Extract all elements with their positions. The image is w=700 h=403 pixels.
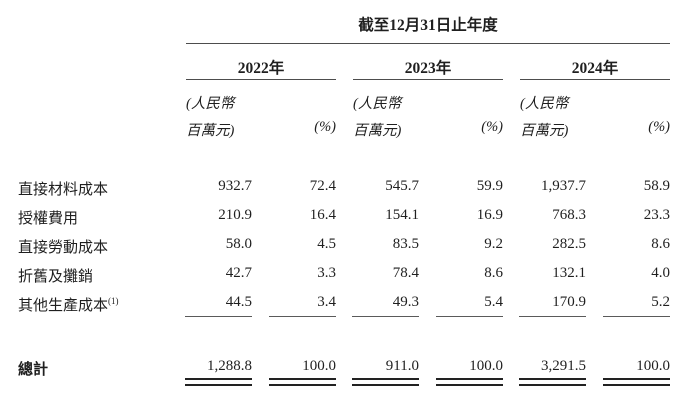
table-row: 折舊及攤銷 42.7 3.3 78.4 8.6 132.1 4.0 [0,265,700,285]
cell-2022-pct: 72.4 [309,178,336,194]
subtotal-rule [185,316,252,317]
year-rule-2024 [520,79,670,80]
cell-2022-amount: 44.5 [225,294,252,310]
row-label-text: 其他生產成本 [18,298,109,314]
total-2023-amount: 911.0 [385,358,419,374]
row-label: 授權費用 [18,211,79,227]
cell-2024-pct: 4.0 [651,265,670,281]
period-title: 截至12月31日止年度 [358,17,498,34]
row-label: 直接勞動成本 [18,240,109,256]
subtotal-rule [603,316,670,317]
table-row: 直接材料成本 932.7 72.4 545.7 59.9 1,937.7 58.… [0,178,700,198]
cell-2023-pct: 5.4 [484,294,503,310]
unit-header-line2: 百萬元) (%) [353,119,503,140]
cell-2024-pct: 5.2 [651,294,670,310]
unit-header-line2: 百萬元) (%) [520,119,670,140]
unit-header-line2: 百萬元) (%) [186,119,336,140]
unit-header-line1: (人民幣 [520,96,569,112]
cell-2022-pct: 3.4 [317,294,336,310]
year-rule-2022 [186,79,336,80]
cell-2023-amount: 154.1 [385,207,419,223]
cell-2022-pct: 3.3 [317,265,336,281]
total-row: 總計 1,288.8 100.0 911.0 100.0 3,291.5 100… [0,358,700,378]
unit-header-line1: (人民幣 [186,96,235,112]
grand-total-rule [519,378,586,386]
percent-label: (%) [314,119,336,135]
unit-label: 百萬元) [520,123,569,139]
percent-label: (%) [481,119,503,135]
cell-2024-amount: 170.9 [552,294,586,310]
total-2022-pct: 100.0 [302,358,336,374]
table-row: 授權費用 210.9 16.4 154.1 16.9 768.3 23.3 [0,207,700,227]
subtotal-rule [519,316,586,317]
cell-2024-amount: 1,937.7 [541,178,586,194]
subtotal-rule [436,316,503,317]
cell-2023-amount: 545.7 [385,178,419,194]
year-rule-2023 [353,79,503,80]
cell-2022-amount: 210.9 [218,207,252,223]
total-2024-amount: 3,291.5 [541,358,586,374]
cell-2024-amount: 768.3 [552,207,586,223]
cell-2022-amount: 58.0 [225,236,252,252]
cell-2023-pct: 8.6 [484,265,503,281]
total-2022-amount: 1,288.8 [207,358,252,374]
cell-2023-pct: 59.9 [476,178,503,194]
grand-total-rule [352,378,419,386]
cell-2022-amount: 42.7 [225,265,252,281]
grand-total-rule [436,378,503,386]
year-header-2023: 2023年 [404,60,452,77]
cell-2023-amount: 78.4 [392,265,419,281]
cell-2023-amount: 49.3 [392,294,419,310]
period-header-rule [186,43,670,44]
row-label: 直接材料成本 [18,182,109,198]
percent-label: (%) [648,119,670,135]
table-row: 直接勞動成本 58.0 4.5 83.5 9.2 282.5 8.6 [0,236,700,256]
table-row: 其他生產成本(1) 44.5 3.4 49.3 5.4 170.9 5.2 [0,294,700,314]
cell-2024-amount: 282.5 [552,236,586,252]
cell-2023-pct: 9.2 [484,236,503,252]
cell-2022-pct: 16.4 [309,207,336,223]
cell-2024-pct: 8.6 [651,236,670,252]
total-2024-pct: 100.0 [636,358,670,374]
cell-2023-amount: 83.5 [392,236,419,252]
total-2023-pct: 100.0 [469,358,503,374]
unit-label: 百萬元) [353,123,402,139]
total-label: 總計 [18,362,49,378]
footnote-ref: (1) [108,296,119,306]
year-header-2022: 2022年 [237,60,285,77]
subtotal-rule [269,316,336,317]
cell-2024-pct: 23.3 [643,207,670,223]
grand-total-rule [269,378,336,386]
cell-2022-pct: 4.5 [317,236,336,252]
cell-2024-pct: 58.9 [643,178,670,194]
unit-header-line1: (人民幣 [353,96,402,112]
year-header-2024: 2024年 [571,60,619,77]
row-label: 其他生產成本(1) [18,294,119,315]
grand-total-rule [603,378,670,386]
cell-2024-amount: 132.1 [552,265,586,281]
unit-label: 百萬元) [186,123,235,139]
subtotal-rule [352,316,419,317]
cell-2022-amount: 932.7 [218,178,252,194]
row-label: 折舊及攤銷 [18,269,94,285]
cell-2023-pct: 16.9 [476,207,503,223]
grand-total-rule [185,378,252,386]
